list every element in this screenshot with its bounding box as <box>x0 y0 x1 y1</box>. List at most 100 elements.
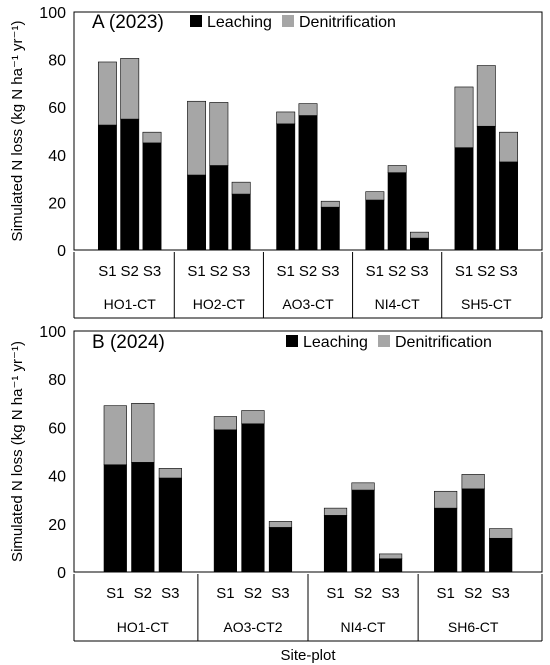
plot-label: S2 <box>244 585 262 602</box>
group-label: NI4-CT <box>375 296 421 312</box>
plot-label: S1 <box>455 263 473 280</box>
bar-leaching <box>276 123 296 251</box>
y-tick-label: 100 <box>39 324 66 341</box>
group-label: SH6-CT <box>448 619 499 635</box>
plot-label: S3 <box>499 263 517 280</box>
legend-label-leaching: Leaching <box>303 334 368 351</box>
bar-leaching <box>365 199 385 251</box>
group-label: AO3-CT2 <box>223 619 282 635</box>
y-tick-label: 60 <box>48 100 66 117</box>
y-tick-label: 100 <box>39 5 66 22</box>
bar-leaching <box>103 464 127 573</box>
bar-leaching <box>351 489 375 573</box>
panel-title: B (2024) <box>92 332 165 353</box>
bar-leaching <box>454 147 474 251</box>
y-axis-label: Simulated N loss (kg N ha⁻¹ yr⁻¹) <box>9 341 26 562</box>
bar-leaching <box>489 537 513 573</box>
group-label: HO1-CT <box>104 296 157 312</box>
bar-denitrification <box>142 131 162 144</box>
plot-label: S3 <box>492 585 510 602</box>
bar-denitrification <box>103 405 127 466</box>
plot-label: S2 <box>388 263 406 280</box>
bar-denitrification <box>323 507 348 516</box>
plot-label: S1 <box>187 263 205 280</box>
bar-leaching <box>323 515 348 573</box>
plot-label: S2 <box>464 585 482 602</box>
plot-label: S2 <box>134 585 152 602</box>
y-tick-label: 20 <box>48 195 66 212</box>
panel-b: 0 20 40 60 80 100 S1 S2 S3 HO1-CT S1 S2 S3 AO3-CT2 S1 S… <box>9 324 543 642</box>
plot-label: S3 <box>321 263 339 280</box>
y-axis-label: Simulated N loss (kg N ha⁻¹ yr⁻¹) <box>9 21 26 242</box>
plot-label: S2 <box>210 263 228 280</box>
bar-denitrification <box>158 468 182 479</box>
bar-leaching <box>231 193 251 251</box>
x-axis-label: Site-plot <box>280 647 336 664</box>
bar-leaching <box>142 142 162 251</box>
bar-denitrification <box>187 100 207 176</box>
legend-swatch-denitrification <box>378 335 390 347</box>
bar-leaching <box>499 161 519 251</box>
panel-title: A (2023) <box>92 12 164 33</box>
plot-label: S3 <box>410 263 428 280</box>
y-tick-label: 20 <box>48 517 66 534</box>
legend-label-denitrification: Denitrification <box>299 14 396 31</box>
group-label: NI4-CT <box>340 619 386 635</box>
y-tick-label: 80 <box>48 372 66 389</box>
bar-denitrification <box>379 553 403 560</box>
bar-leaching <box>387 172 407 251</box>
plot-label: S3 <box>271 585 289 602</box>
bar-denitrification <box>131 402 155 463</box>
legend-label-leaching: Leaching <box>207 14 272 31</box>
y-tick-label: 0 <box>57 565 66 582</box>
bar-leaching <box>298 115 318 251</box>
plot-label: S1 <box>326 585 344 602</box>
plot-label: S3 <box>161 585 179 602</box>
legend-swatch-denitrification <box>282 15 294 27</box>
plot-label: S3 <box>143 263 161 280</box>
bar-denitrification <box>351 482 375 491</box>
legend-swatch-leaching <box>286 335 298 347</box>
plot-label: S1 <box>366 263 384 280</box>
plot-label: S1 <box>216 585 234 602</box>
plot-label: S2 <box>354 585 372 602</box>
plot-label: S1 <box>436 585 454 602</box>
bar-leaching <box>268 527 293 573</box>
group-label: AO3-CT <box>282 296 334 312</box>
bar-denitrification <box>454 86 474 148</box>
plot-frame <box>73 330 543 573</box>
y-tick-label: 60 <box>48 420 66 437</box>
bar-leaching <box>320 206 340 251</box>
bar-denitrification <box>409 231 429 239</box>
plot-label: S2 <box>121 263 139 280</box>
bar-denitrification <box>298 103 318 116</box>
bar-leaching <box>97 124 117 251</box>
bar-denitrification <box>434 490 458 509</box>
bar-denitrification <box>209 102 229 166</box>
bar-leaching <box>187 174 207 251</box>
bar-denitrification <box>268 521 293 528</box>
y-tick-label: 40 <box>48 148 66 165</box>
plot-label: S3 <box>381 585 399 602</box>
bar-leaching <box>120 118 140 251</box>
bar-denitrification <box>120 58 140 120</box>
bar-leaching <box>434 507 458 573</box>
bar-leaching <box>409 237 429 251</box>
bar-leaching <box>209 165 229 251</box>
bar-denitrification <box>213 416 237 431</box>
bar-denitrification <box>499 131 519 163</box>
plot-label: S1 <box>106 585 124 602</box>
plot-label: S3 <box>232 263 250 280</box>
bar-denitrification <box>231 181 251 195</box>
plot-label: S1 <box>98 263 116 280</box>
y-tick-label: 40 <box>48 469 66 486</box>
bar-leaching <box>461 488 485 573</box>
bar-leaching <box>158 477 182 573</box>
bar-denitrification <box>489 528 513 539</box>
bar-denitrification <box>276 111 296 125</box>
plot-label: S1 <box>277 263 295 280</box>
bar-denitrification <box>365 191 385 201</box>
bar-denitrification <box>241 410 265 425</box>
legend-swatch-leaching <box>190 15 202 27</box>
